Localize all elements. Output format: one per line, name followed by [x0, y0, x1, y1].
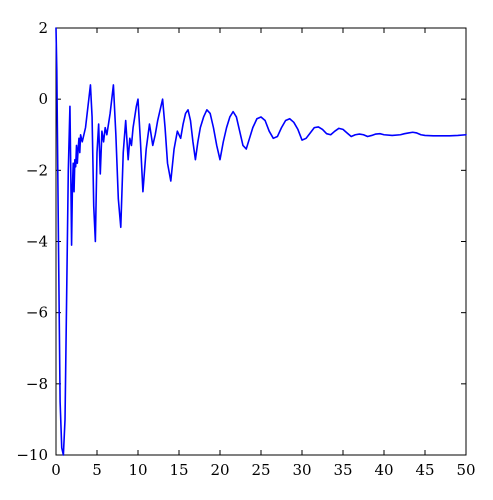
plot-area: 0 5 10 15 20 25 30 35 40 45 50 −10 −8 −6 −4 −2 0 2 [16, 19, 475, 479]
y-tick-label: 0 [38, 90, 48, 108]
y-tick-label: −10 [16, 446, 48, 464]
y-tick-label: −4 [26, 233, 48, 251]
y-tick-label: 2 [38, 19, 48, 37]
y-tick-label: −8 [26, 375, 48, 393]
x-tick-label: 0 [51, 461, 61, 479]
x-tick-label: 20 [210, 461, 229, 479]
axes-frame [55, 27, 467, 456]
x-tick-label: 5 [92, 461, 102, 479]
x-tick-label: 25 [251, 461, 270, 479]
x-tick-label: 30 [292, 461, 311, 479]
series-line-1 [55, 27, 467, 456]
y-tick-label: −2 [26, 161, 48, 179]
x-tick-label: 15 [169, 461, 188, 479]
x-tick-label: 10 [128, 461, 147, 479]
x-tick-label: 35 [333, 461, 352, 479]
x-tick-label: 50 [456, 461, 475, 479]
x-tick-label: 40 [374, 461, 393, 479]
y-tick-label: −6 [26, 304, 48, 322]
x-tick-label: 45 [415, 461, 434, 479]
